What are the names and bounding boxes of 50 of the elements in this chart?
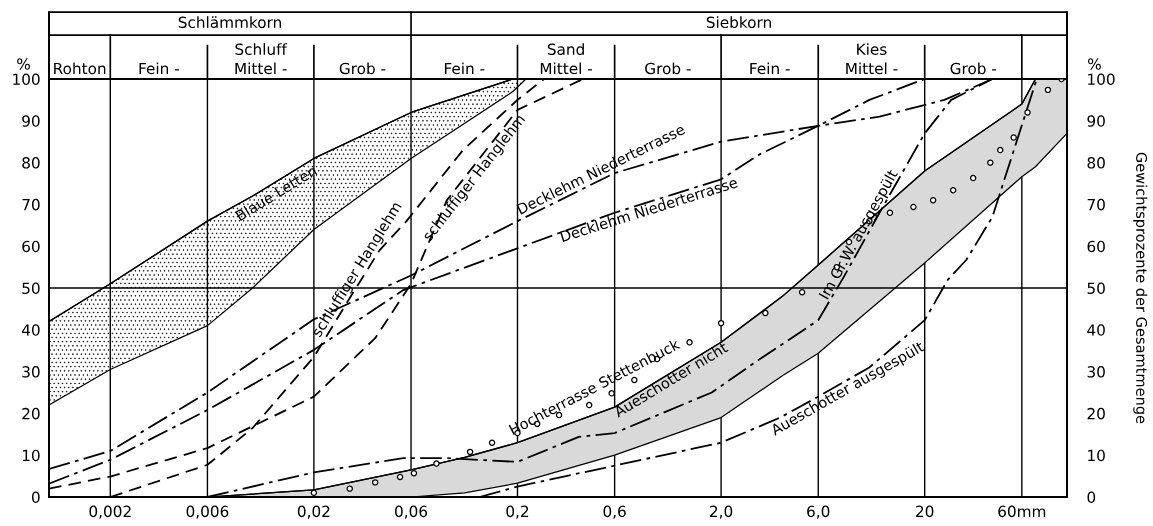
y-tick-label: 60 — [22, 240, 40, 253]
y-tick-label: 0 — [31, 491, 40, 504]
x-tick-label: 0,002 — [89, 505, 131, 519]
x-tick-label: 2,0 — [710, 505, 733, 519]
text: Grob - — [950, 62, 997, 75]
text: Schluff — [235, 43, 288, 56]
text: Schlämmkorn — [178, 16, 281, 29]
y2-tick-label: 100 — [1088, 73, 1115, 86]
x-tick-label: 6,0 — [807, 505, 830, 519]
y-tick-label: 80 — [22, 157, 40, 169]
text: Sand — [547, 43, 584, 56]
y-tick-label: 100 — [13, 73, 40, 86]
y2-tick-label: 10 — [1088, 449, 1105, 462]
x-tick-label: 0,02 — [297, 505, 330, 519]
text: Fein - — [750, 62, 790, 75]
y2-tick-label: 80 — [1087, 157, 1105, 169]
y-tick-label: 30 — [22, 366, 40, 378]
x-tick-label: 20 — [916, 505, 934, 518]
y2-tick-label: 30 — [1087, 366, 1105, 378]
y-tick-label: 20 — [22, 407, 40, 420]
x-tick-label: 0,006 — [186, 505, 229, 519]
x-tick-label: 0,6 — [603, 505, 626, 519]
text: Siebkorn — [706, 16, 771, 29]
text: Mittel - — [235, 62, 287, 75]
y2-tick-label: 50 — [1087, 282, 1105, 295]
y2-tick-label: 90 — [1087, 115, 1105, 127]
y-axis-title: % — [17, 58, 30, 70]
y2-tick-label: 70 — [1087, 198, 1105, 211]
text: Grob - — [339, 62, 386, 75]
text: Kies — [857, 43, 887, 56]
text: Rohton — [54, 62, 106, 75]
text: Fein - — [444, 62, 485, 75]
text: Fein - — [139, 62, 179, 75]
text: % — [1088, 58, 1101, 70]
y-tick-label: 70 — [22, 198, 40, 211]
x-tick-label: 0,2 — [506, 505, 529, 519]
y2-tick-label: 60 — [1087, 240, 1105, 253]
text: Mittel - — [846, 62, 898, 75]
y-tick-label: 10 — [22, 449, 40, 462]
y2-axis-title: Gewichtsprozente der Gesamtmenge — [1133, 152, 1148, 424]
y-tick-label: 40 — [21, 324, 40, 336]
y2-tick-label: 0 — [1087, 491, 1096, 504]
x-tick-label: 60mm — [998, 505, 1046, 518]
x-tick-label: 0,06 — [395, 505, 428, 519]
y-tick-label: 90 — [22, 115, 40, 127]
text: Mittel - — [540, 62, 593, 75]
text: Grob - — [645, 62, 691, 75]
y-tick-label: 50 — [22, 282, 40, 295]
y2-tick-label: 40 — [1087, 324, 1105, 336]
y2-tick-label: 20 — [1087, 407, 1105, 420]
